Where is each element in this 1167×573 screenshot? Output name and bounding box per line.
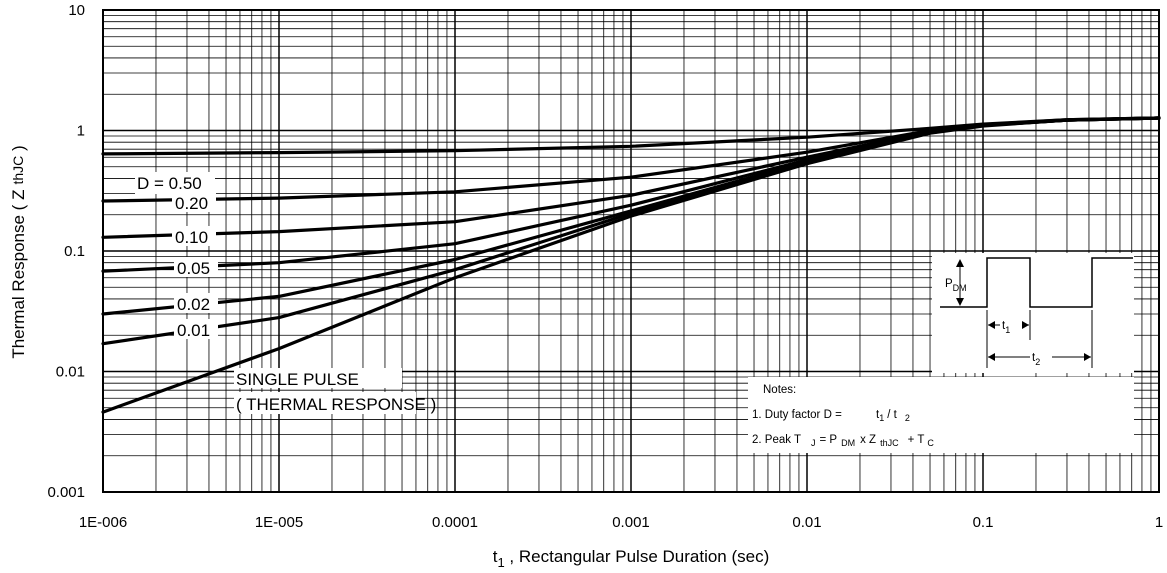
label-d010: 0.10 (175, 228, 208, 247)
label-d002: 0.02 (177, 295, 210, 314)
y-tick-label: 10 (68, 2, 85, 19)
y-tick-label: 0.1 (64, 243, 85, 260)
x-tick-label: 0.0001 (432, 514, 478, 531)
curve-labels: D = 0.50 0.20 0.10 0.05 0.02 0.01 SINGLE… (135, 172, 436, 414)
pulse-diagram-inset: PDM t1 t2 (932, 253, 1134, 373)
label-d001: 0.01 (177, 321, 210, 340)
y-tick-label: 0.001 (47, 484, 85, 501)
label-d005: 0.05 (177, 259, 210, 278)
x-axis-title: t1 , Rectangular Pulse Duration (sec) (493, 547, 770, 570)
t2-label: t2 (1032, 352, 1040, 367)
label-thermal-response: ( THERMAL RESPONSE ) (236, 395, 436, 414)
y-tick-label: 0.01 (56, 364, 85, 381)
pdm-label: PDM (945, 278, 967, 293)
curves (101, 116, 1161, 414)
label-single-pulse: SINGLE PULSE (236, 370, 359, 389)
x-tick-label: 0.001 (612, 514, 650, 531)
pulse-waveform (940, 257, 1133, 308)
x-tick-label: 0.01 (792, 514, 821, 531)
x-tick-label: 1 (1155, 514, 1163, 531)
y-tick-label: 1 (77, 123, 85, 140)
x-tick-label: 0.1 (973, 514, 994, 531)
curve-6 (101, 116, 1161, 414)
x-tick-label: 1E-006 (79, 514, 127, 531)
y-axis-title: Thermal Response ( ZthJC ) (9, 145, 28, 358)
t1-label: t1 (1002, 320, 1010, 335)
label-d020: 0.20 (175, 194, 208, 213)
notes-heading: Notes: (763, 384, 796, 396)
x-tick-labels: 1E-006 1E-005 0.0001 0.001 0.01 0.1 1 (79, 514, 1163, 531)
y-tick-labels: 0.001 0.01 0.1 1 10 (47, 2, 85, 501)
x-tick-label: 1E-005 (255, 514, 303, 531)
label-d050: D = 0.50 (137, 174, 202, 193)
